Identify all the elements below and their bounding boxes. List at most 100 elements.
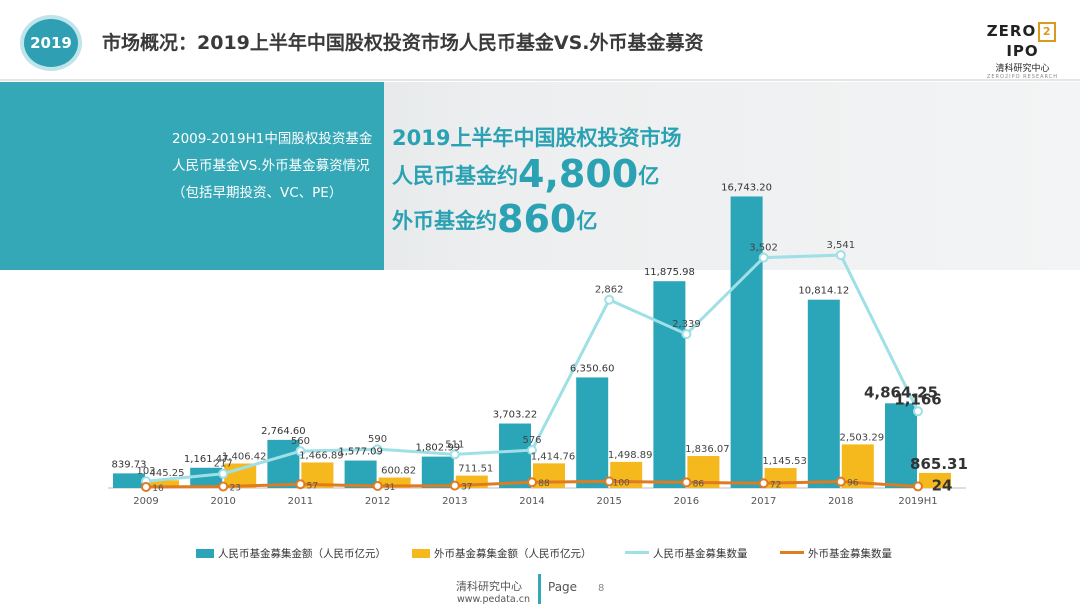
footer-org: 清科研究中心 bbox=[456, 580, 522, 593]
legend-fx-count: 外币基金募集数量 bbox=[780, 546, 892, 561]
bar-rmb-amount-2014 bbox=[499, 423, 531, 488]
bar-fx-amount-2019H1 bbox=[919, 472, 951, 488]
label-fx-amount-2015: 1,498.89 bbox=[608, 450, 653, 461]
label-fx-count-2013: 37 bbox=[461, 483, 472, 493]
bar-rmb-amount-2015 bbox=[576, 377, 609, 488]
bar-rmb-amount-2012 bbox=[344, 460, 377, 488]
label-fx-amount-2012: 600.82 bbox=[381, 466, 416, 477]
point-rmb-count-2018 bbox=[835, 250, 846, 261]
point-fx-count-2018 bbox=[835, 476, 846, 487]
label-rmb-amount-2016: 11,875.98 bbox=[644, 267, 695, 278]
label-fx-amount-2010: 1,406.42 bbox=[222, 452, 267, 463]
legend-swatch-fx-count bbox=[780, 551, 804, 554]
label-fx-count-2011: 57 bbox=[307, 481, 318, 491]
label-fx-amount-2009: 445.25 bbox=[150, 468, 185, 479]
point-fx-count-2017 bbox=[758, 478, 769, 489]
bar-rmb-amount-2016 bbox=[653, 281, 686, 488]
page-title: 市场概况：2019上半年中国股权投资市场人民币基金VS.外币基金募资 bbox=[102, 32, 704, 54]
point-rmb-count-2010 bbox=[218, 468, 229, 479]
label-fx-amount-2018: 2,503.29 bbox=[840, 432, 885, 443]
point-rmb-count-2012 bbox=[372, 444, 383, 455]
point-rmb-count-2016 bbox=[681, 329, 692, 340]
point-fx-count-2014 bbox=[527, 477, 537, 488]
bar-rmb-amount-2017 bbox=[730, 196, 763, 488]
label-rmb-amount-2019H1: 4,864.25 bbox=[864, 383, 938, 401]
bar-rmb-amount-2013 bbox=[421, 456, 454, 488]
label-rmb-count-2014: 576 bbox=[522, 435, 541, 446]
header-divider bbox=[0, 79, 1080, 81]
footer-url: www.pedata.cn bbox=[457, 594, 530, 605]
bar-rmb-amount-2009 bbox=[113, 473, 145, 488]
label-rmb-amount-2018: 10,814.12 bbox=[798, 286, 849, 297]
point-fx-count-2013 bbox=[449, 480, 460, 491]
label-rmb-amount-2015: 6,350.60 bbox=[570, 363, 615, 374]
label-fx-count-2010: 23 bbox=[229, 483, 240, 493]
label-fx-count-2016: 86 bbox=[693, 479, 705, 489]
label-fx-amount-2019H1: 865.31 bbox=[910, 455, 968, 473]
label-fx-amount-2011: 1,466.89 bbox=[299, 450, 344, 461]
panel-description: 2009-2019H1中国股权投资基金人民币基金VS.外币基金募资情况（包括早期… bbox=[172, 131, 373, 201]
headline-fx: 外币基金约860亿 bbox=[392, 197, 598, 241]
x-tick-label-2010: 2010 bbox=[210, 496, 235, 507]
point-fx-count-2016 bbox=[681, 477, 692, 488]
label-rmb-count-2019H1: 1,166 bbox=[894, 390, 941, 408]
footer-page-label: Page bbox=[548, 580, 578, 594]
label-fx-count-2014: 88 bbox=[538, 479, 550, 489]
label-rmb-count-2015: 2,862 bbox=[595, 285, 624, 296]
bar-rmb-amount-2019H1 bbox=[885, 403, 917, 488]
point-rmb-count-2019H1 bbox=[913, 406, 923, 417]
label-fx-count-2019H1: 24 bbox=[932, 476, 953, 494]
x-tick-label-2018: 2018 bbox=[828, 496, 853, 507]
label-rmb-count-2017: 3,502 bbox=[749, 243, 778, 254]
label-rmb-count-2012: 590 bbox=[368, 434, 387, 445]
footer-divider bbox=[538, 574, 541, 604]
label-fx-count-2012: 31 bbox=[384, 483, 395, 493]
point-rmb-count-2011 bbox=[295, 446, 306, 457]
point-rmb-count-2014 bbox=[527, 445, 537, 456]
label-rmb-amount-2010: 1,161.47 bbox=[184, 454, 229, 465]
headline-line1: 2019上半年中国股权投资市场 bbox=[392, 126, 682, 150]
label-rmb-amount-2014: 3,703.22 bbox=[493, 410, 538, 421]
label-rmb-amount-2011: 2,764.60 bbox=[261, 426, 306, 437]
point-rmb-count-2013 bbox=[449, 449, 460, 460]
label-rmb-count-2010: 217 bbox=[214, 459, 233, 470]
label-rmb-count-2009: 103 bbox=[136, 466, 155, 477]
headline-rmb: 人民币基金约4,800亿 bbox=[392, 152, 660, 196]
x-tick-label-2017: 2017 bbox=[751, 496, 776, 507]
point-fx-count-2015 bbox=[604, 476, 615, 487]
x-tick-label-2011: 2011 bbox=[288, 496, 313, 507]
x-tick-label-2013: 2013 bbox=[442, 496, 467, 507]
x-tick-label-2014: 2014 bbox=[519, 496, 544, 507]
label-rmb-count-2018: 3,541 bbox=[826, 240, 855, 251]
bar-fx-amount-2014 bbox=[533, 463, 565, 488]
headline-rmb-value: 4,800 bbox=[518, 152, 639, 196]
legend-swatch-fx-amount bbox=[412, 549, 430, 558]
legend-fx-amount: 外币基金募集金额（人民币亿元） bbox=[412, 546, 592, 561]
label-fx-count-2017: 72 bbox=[770, 480, 781, 490]
label-rmb-amount-2013: 1,802.99 bbox=[416, 443, 461, 454]
x-tick-label-2012: 2012 bbox=[365, 496, 390, 507]
label-rmb-amount-2009: 839.73 bbox=[112, 459, 147, 470]
legend-rmb-count: 人民币基金募集数量 bbox=[625, 546, 748, 561]
label-rmb-count-2013: 511 bbox=[445, 439, 464, 450]
bar-fx-amount-2012 bbox=[378, 477, 411, 488]
label-rmb-count-2016: 2,339 bbox=[672, 319, 701, 330]
header-bar: 2019 市场概况：2019上半年中国股权投资市场人民币基金VS.外币基金募资 … bbox=[0, 0, 1080, 80]
point-rmb-count-2017 bbox=[758, 252, 769, 263]
label-fx-amount-2017: 1,145.53 bbox=[762, 456, 807, 467]
legend-rmb-amount: 人民币基金募集金额（人民币亿元） bbox=[196, 546, 386, 561]
zero2ipo-logo: ZERO 2IPO 清科研究中心 ZERO2IPO RESEARCH bbox=[986, 22, 1059, 80]
headline-fx-value: 860 bbox=[497, 197, 577, 241]
bar-fx-amount-2015 bbox=[610, 461, 643, 488]
label-fx-amount-2013: 711.51 bbox=[458, 464, 493, 475]
label-fx-amount-2016: 1,836.07 bbox=[685, 444, 730, 455]
x-tick-label-2016: 2016 bbox=[674, 496, 699, 507]
x-tick-label-2009: 2009 bbox=[133, 496, 158, 507]
label-fx-count-2009: 16 bbox=[152, 484, 164, 494]
bar-rmb-amount-2010 bbox=[190, 467, 223, 488]
bar-rmb-amount-2018 bbox=[807, 299, 840, 488]
legend-swatch-rmb-count bbox=[625, 551, 649, 554]
label-rmb-count-2011: 560 bbox=[291, 436, 310, 447]
point-fx-count-2012 bbox=[372, 480, 383, 491]
